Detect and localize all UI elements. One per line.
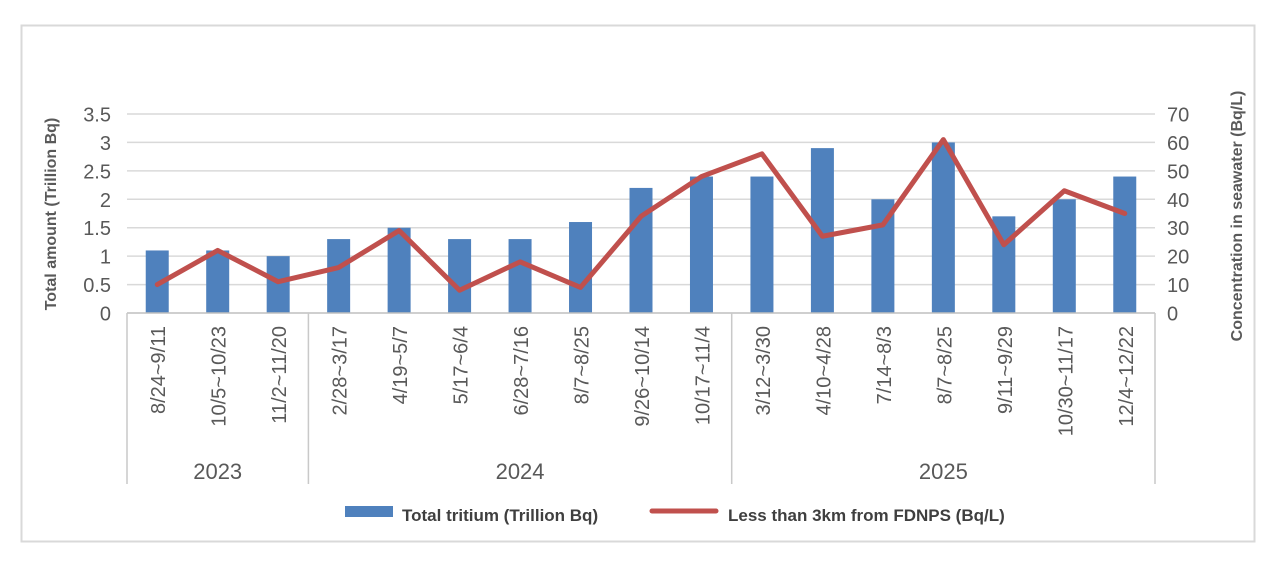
right-axis-title: Concentration in seawater (Bq/L) <box>1229 91 1246 342</box>
bar-total-tritium <box>931 142 955 313</box>
bar-total-tritium <box>629 187 653 313</box>
bar-total-tritium <box>387 227 411 313</box>
category-label: 10/5~10/23 <box>209 326 231 427</box>
legend-label-fdnps: Less than 3km from FDNPS (Bq/L) <box>728 506 1005 525</box>
right-axis-tick-label: 50 <box>1167 161 1189 183</box>
category-label: 5/17~6/4 <box>451 326 473 404</box>
category-label: 4/19~5/7 <box>390 326 412 404</box>
chart-frame-border <box>20 24 1256 543</box>
left-axis-tick-label: 2.5 <box>83 161 111 183</box>
category-label: 9/11~9/29 <box>995 326 1017 414</box>
category-label: 11/2~11/20 <box>269 326 291 424</box>
left-axis-title: Total amount (Trillion Bq) <box>43 118 60 311</box>
bar-total-tritium <box>327 239 351 313</box>
legend-label-total-tritium: Total tritium (Trillion Bq) <box>402 506 598 525</box>
left-axis-tick-label: 3 <box>100 133 111 155</box>
right-axis-tick-label: 40 <box>1167 190 1189 212</box>
right-axis-tick-label: 30 <box>1167 218 1189 240</box>
right-axis-tick-label: 0 <box>1167 304 1178 326</box>
bar-total-tritium <box>750 176 774 313</box>
category-label: 8/7~8/25 <box>572 326 594 404</box>
line-fdnps-concentration <box>154 137 1128 293</box>
category-label: 12/4~12/22 <box>1116 326 1138 427</box>
line-series-layer <box>154 137 1128 293</box>
axes-layer: 0 0.5 1 1.5 2 2.5 3 3.5 0 10 20 30 40 50 60 70 8/24~9/11… <box>83 105 1189 484</box>
category-label: 10/30~11/17 <box>1055 326 1077 436</box>
bar-total-tritium <box>810 148 834 313</box>
category-label: 6/28~7/16 <box>511 326 533 416</box>
right-axis-tick-label: 60 <box>1167 133 1189 155</box>
bar-series-layer <box>145 142 1137 313</box>
category-label: 10/17~11/4 <box>692 326 714 425</box>
category-label: 8/7~8/25 <box>934 326 956 404</box>
right-axis-tick-label: 10 <box>1167 275 1189 297</box>
left-axis-tick-label: 0.5 <box>83 275 111 297</box>
category-label: 3/12~3/30 <box>753 326 775 416</box>
bar-total-tritium <box>206 250 230 313</box>
category-label: 4/10~4/28 <box>813 326 835 416</box>
category-label: 9/26~10/14 <box>632 326 654 427</box>
left-axis-tick-label: 1.5 <box>83 218 111 240</box>
left-axis-tick-label: 3.5 <box>83 105 111 127</box>
bar-total-tritium <box>448 239 472 313</box>
bar-total-tritium <box>689 176 713 313</box>
left-axis-tick-label: 0 <box>100 304 111 326</box>
bar-total-tritium <box>508 239 532 313</box>
left-axis-tick-label: 1 <box>100 247 111 269</box>
left-axis-tick-label: 2 <box>100 190 111 212</box>
right-axis-tick-label: 70 <box>1167 105 1189 127</box>
year-label: 2025 <box>919 459 968 484</box>
category-label: 2/28~3/17 <box>330 326 352 416</box>
category-label: 7/14~8/3 <box>874 326 896 404</box>
category-label: 8/24~9/11 <box>148 326 170 414</box>
bar-total-tritium <box>1052 199 1076 313</box>
legend-bar-swatch-icon <box>345 506 393 517</box>
bar-total-tritium <box>266 256 290 313</box>
bar-total-tritium <box>1113 176 1137 313</box>
year-label: 2024 <box>496 459 545 484</box>
right-axis-tick-label: 20 <box>1167 247 1189 269</box>
year-label: 2023 <box>193 459 242 484</box>
legend: Total tritium (Trillion Bq) Less than 3k… <box>345 506 1005 525</box>
bar-total-tritium <box>569 222 593 313</box>
